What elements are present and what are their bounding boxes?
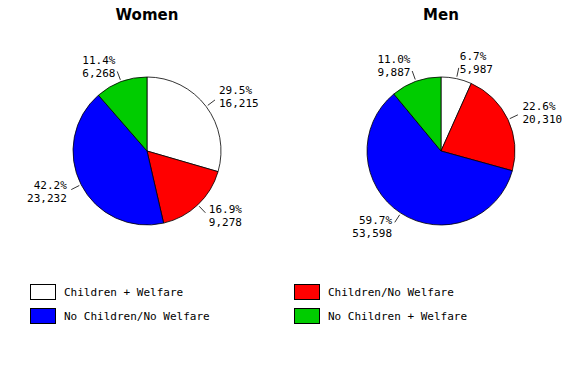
svg-text:11.4%: 11.4% [82,54,115,67]
html-text:No Children + Welfare: No Children + Welfare [328,309,468,323]
svg-text:6.7%: 6.7% [460,50,487,63]
svg-text:11.0%: 11.0% [377,53,410,66]
html-text:Men: Men [423,6,459,24]
svg-text:5,987: 5,987 [460,63,493,76]
svg-text:16.9%: 16.9% [209,203,242,216]
html-text:No Children/No Welfare: No Children/No Welfare [64,309,210,323]
html-text:Children/No Welfare: Children/No Welfare [328,285,454,299]
svg-text:9,278: 9,278 [209,216,242,229]
html-text:Women: Women [115,6,179,24]
svg-text:29.5%: 29.5% [219,84,252,97]
html-text:Children + Welfare: Children + Welfare [64,285,184,299]
svg-text:6,268: 6,268 [82,67,115,80]
svg-text:22.6%: 22.6% [522,100,555,113]
svg-text:53,598: 53,598 [352,227,392,240]
svg-text:9,887: 9,887 [377,66,410,79]
svg-text:59.7%: 59.7% [359,214,392,227]
svg-text:23,232: 23,232 [27,192,67,205]
svg-text:20,310: 20,310 [522,113,562,126]
svg-text:16,215: 16,215 [219,97,259,110]
svg-text:42.2%: 42.2% [34,179,67,192]
